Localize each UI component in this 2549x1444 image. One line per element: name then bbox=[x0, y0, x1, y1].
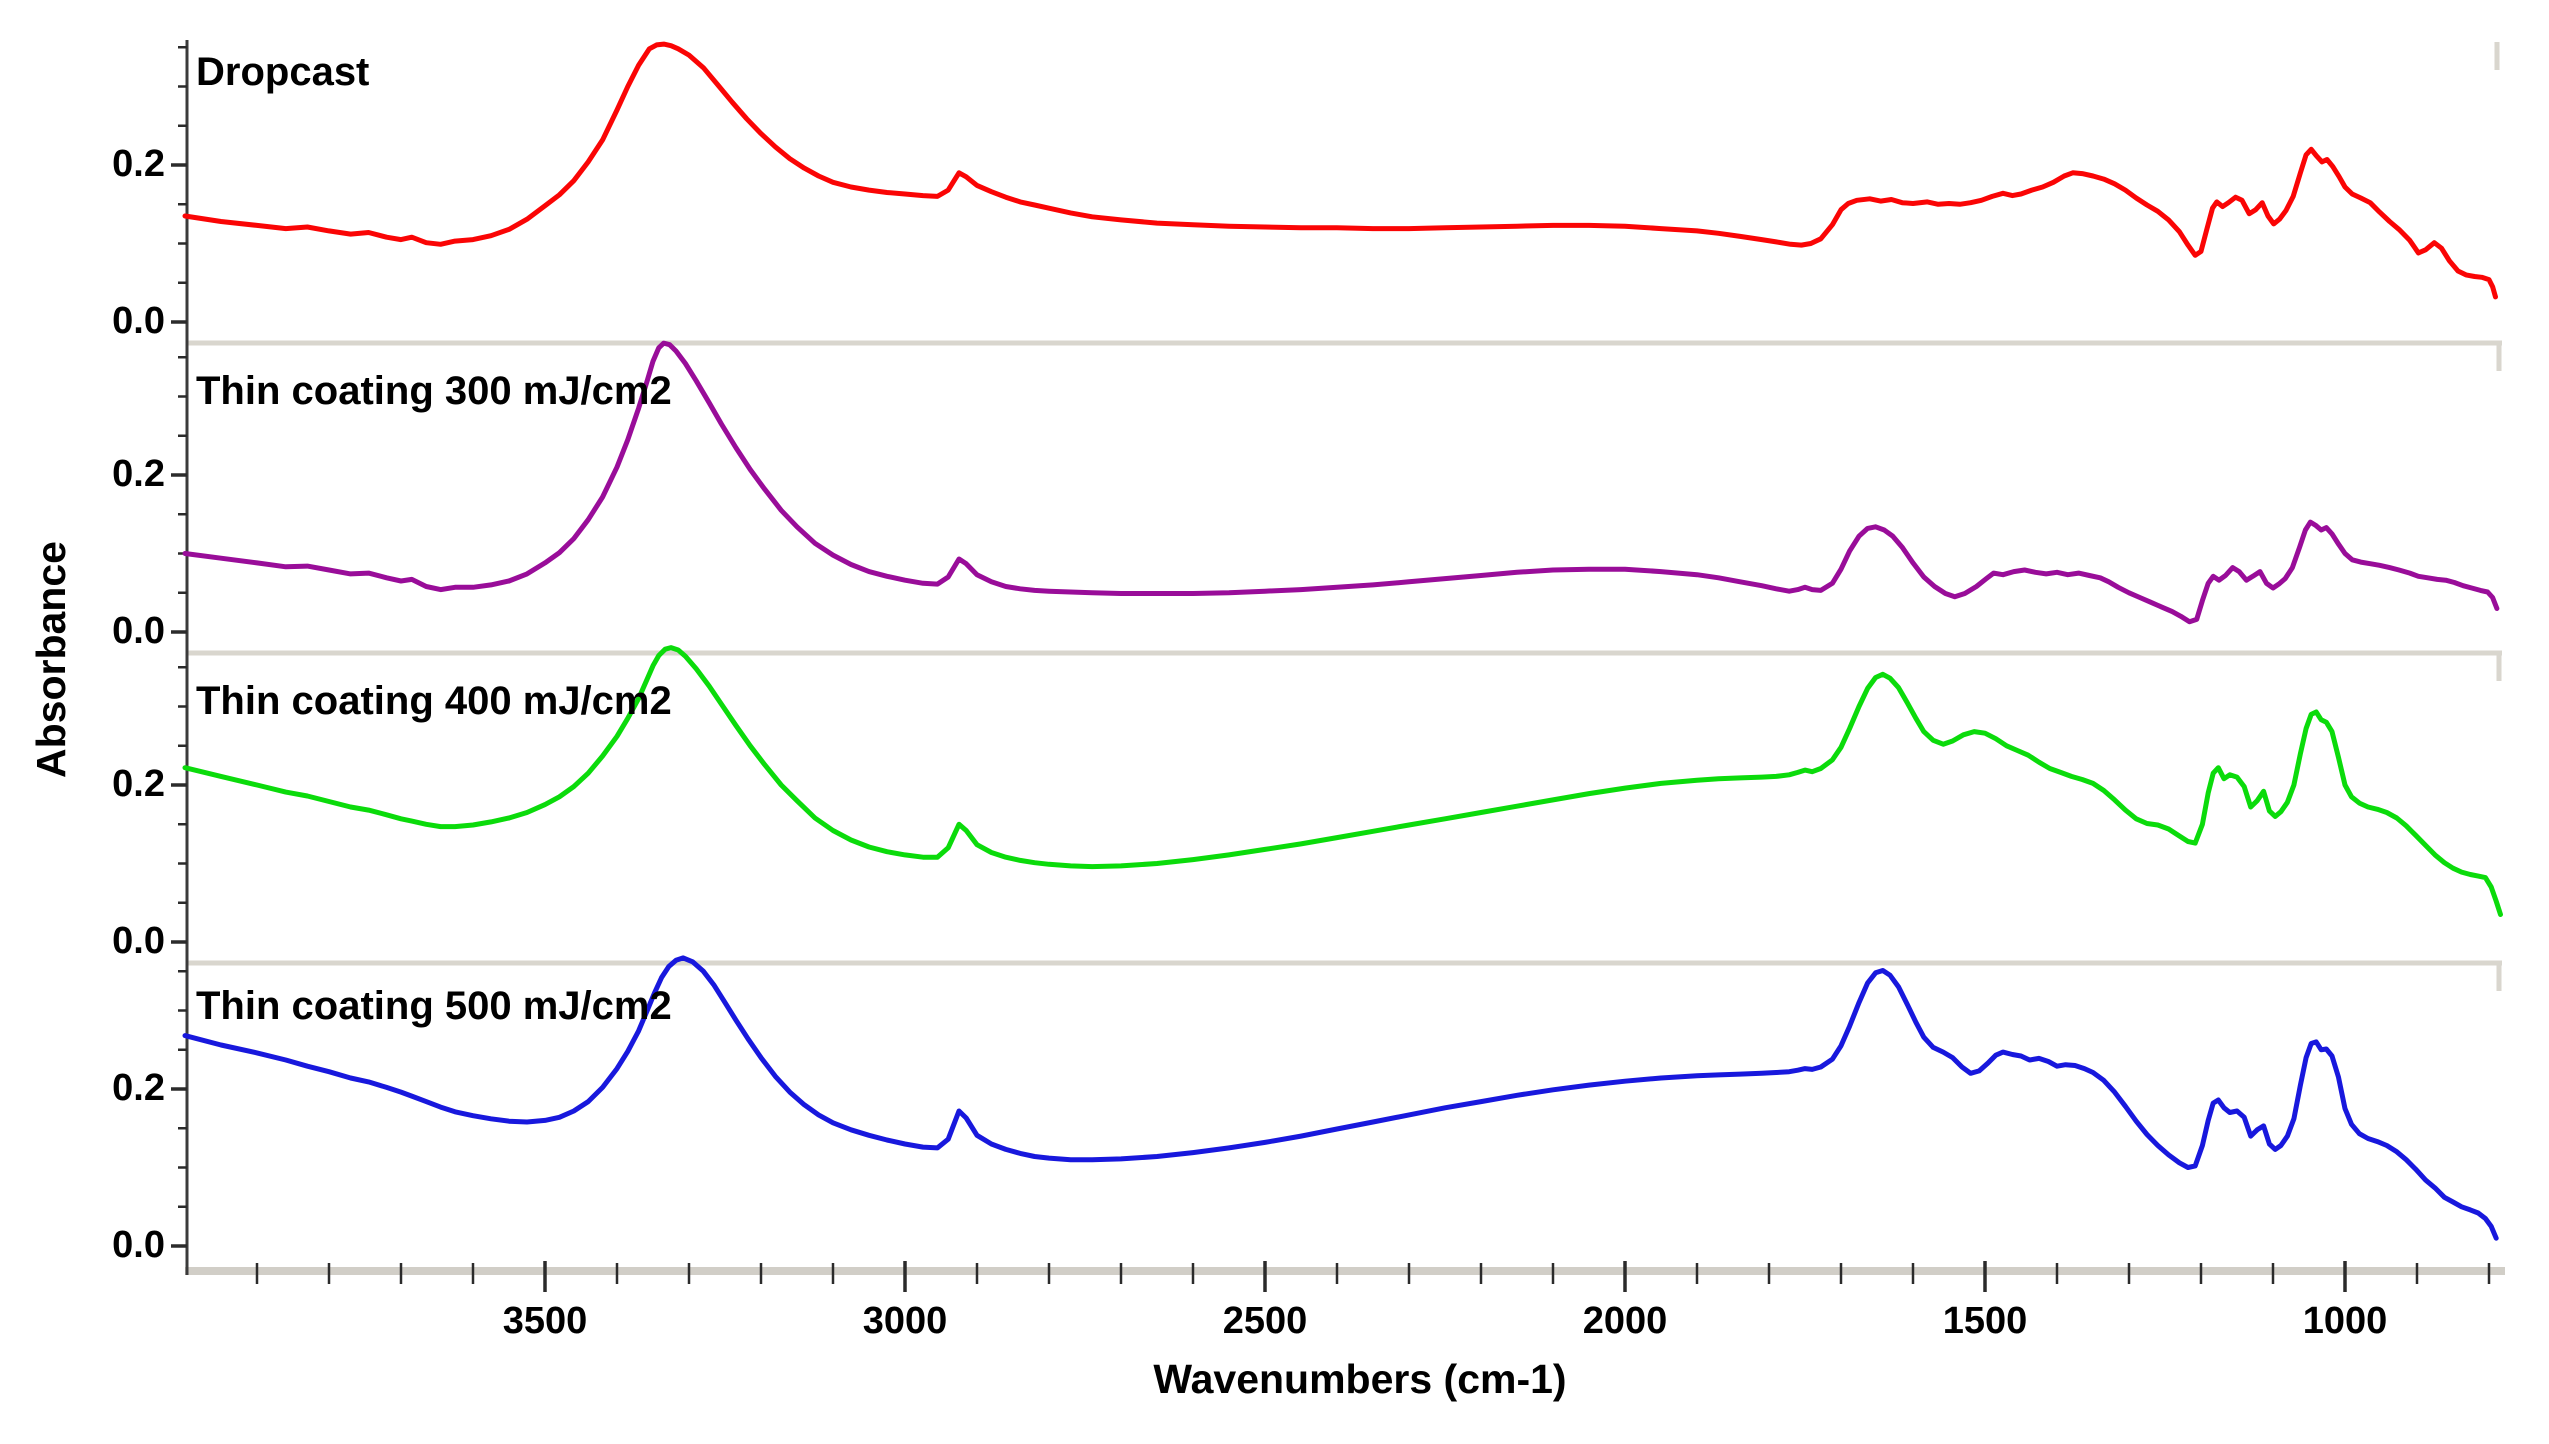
spectrum-line-dropcast bbox=[182, 41, 2498, 300]
panel-label-thin-coating-400: Thin coating 400 mJ/cm2 bbox=[196, 679, 672, 723]
y-tick-label: 0.2 bbox=[112, 763, 165, 805]
y-tick-label: 0.2 bbox=[112, 453, 165, 495]
spectrum-line-thin-coating-400-mj-cm2 bbox=[182, 645, 2503, 917]
x-tick-label: 3500 bbox=[502, 1300, 588, 1342]
x-tick-label: 1000 bbox=[2302, 1300, 2388, 1342]
y-tick-label: 0.0 bbox=[112, 920, 165, 962]
x-tick-label: 2000 bbox=[1582, 1300, 1668, 1342]
spectrum-line-thin-coating-300-mj-cm2 bbox=[182, 340, 2500, 625]
panel-label-thin-coating-500: Thin coating 500 mJ/cm2 bbox=[196, 984, 672, 1028]
y-tick-label: 0.0 bbox=[112, 610, 165, 652]
spectrum-line-thin-coating-500-mj-cm2 bbox=[182, 955, 2499, 1241]
x-tick-label: 2500 bbox=[1222, 1300, 1308, 1342]
y-axis-title: Absorbance bbox=[28, 541, 74, 779]
y-tick-label: 0.2 bbox=[112, 143, 165, 185]
y-tick-label: 0.0 bbox=[112, 1224, 165, 1266]
y-tick-label: 0.2 bbox=[112, 1067, 165, 1109]
x-tick-label: 3000 bbox=[862, 1300, 948, 1342]
panel-label-dropcast: Dropcast bbox=[196, 50, 370, 94]
x-tick-label: 1500 bbox=[1942, 1300, 2028, 1342]
x-axis-title: Wavenumbers (cm-1) bbox=[1153, 1356, 1567, 1402]
y-tick-label: 0.0 bbox=[112, 300, 165, 342]
panel-label-thin-coating-300: Thin coating 300 mJ/cm2 bbox=[196, 369, 672, 413]
